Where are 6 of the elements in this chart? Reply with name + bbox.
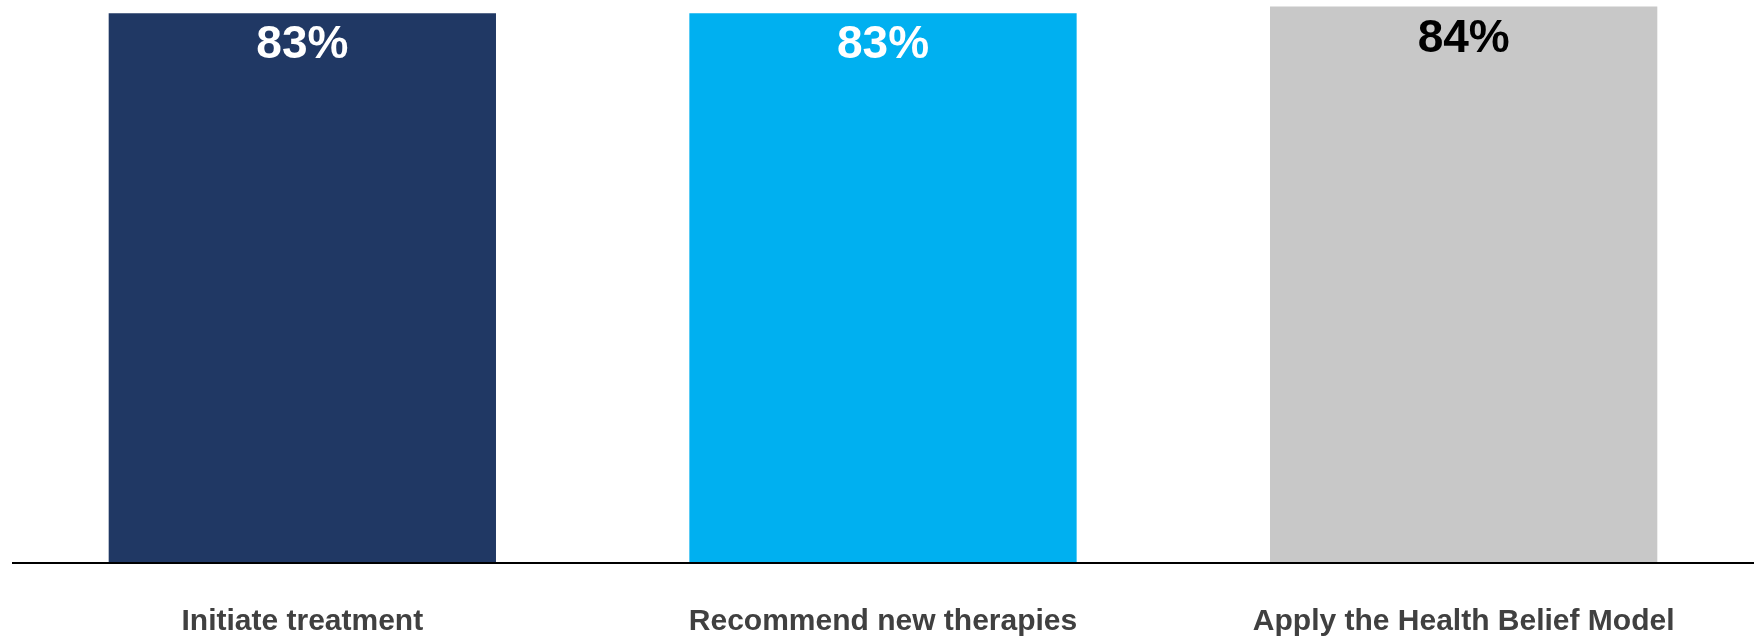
x-tick-label: Apply the Health Belief Model bbox=[1252, 603, 1675, 636]
data-label: 83% bbox=[836, 16, 930, 69]
x-tick-label: Initiate treatment bbox=[181, 603, 424, 636]
data-label: 83% bbox=[256, 16, 349, 69]
data-label: 84% bbox=[1417, 9, 1510, 62]
x-tick-label: Recommend new therapies bbox=[688, 603, 1078, 636]
